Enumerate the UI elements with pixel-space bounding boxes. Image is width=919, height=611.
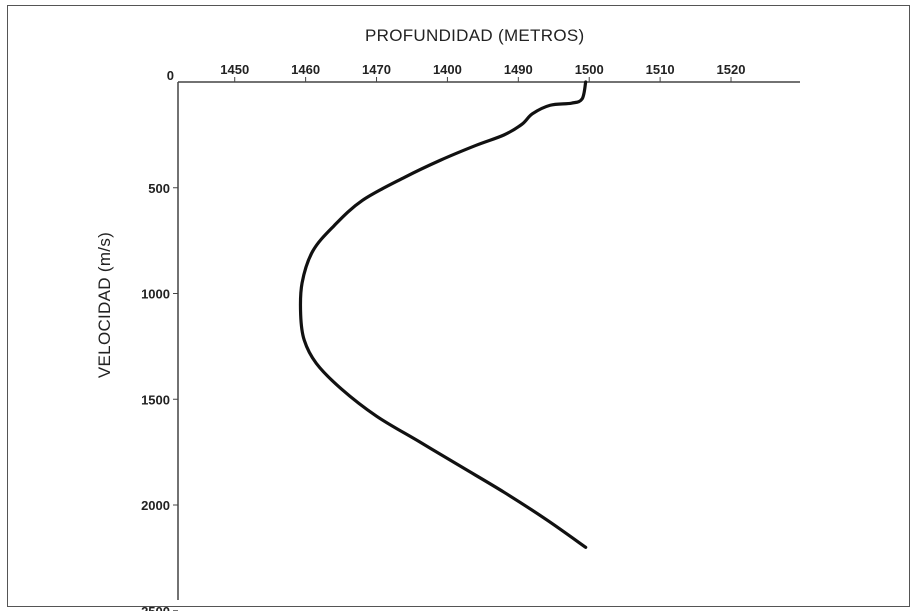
y-tick-label: 1500: [141, 392, 170, 407]
x-tick-label: 1510: [646, 62, 675, 77]
x-tick-label: 1520: [717, 62, 746, 77]
ticks: 1450 1460 1470 1400 1490 1500 1510 1520 0 500 1000…: [141, 62, 745, 611]
series: [298, 80, 588, 549]
x-tick-label: 1460: [291, 62, 320, 77]
x-tick-label: 1400: [433, 62, 462, 77]
y-tick-label: 2000: [141, 498, 170, 513]
x-tick-label: 1490: [504, 62, 533, 77]
y-tick-label: 1000: [141, 287, 170, 302]
y-tick-label: 0: [167, 68, 174, 83]
series-line: [298, 80, 588, 549]
x-tick-label: 1470: [362, 62, 391, 77]
y-tick-label: 500: [148, 181, 170, 196]
x-tick-label: 1450: [220, 62, 249, 77]
chart-frame: [7, 5, 910, 607]
y-tick-label: 2500: [141, 604, 170, 611]
y-axis-label: VELOCIDAD (m/s): [95, 231, 114, 379]
x-axis-label: PROFUNDIDAD (METROS): [365, 26, 585, 45]
axes: [177, 81, 800, 600]
x-tick-label: 1500: [575, 62, 604, 77]
